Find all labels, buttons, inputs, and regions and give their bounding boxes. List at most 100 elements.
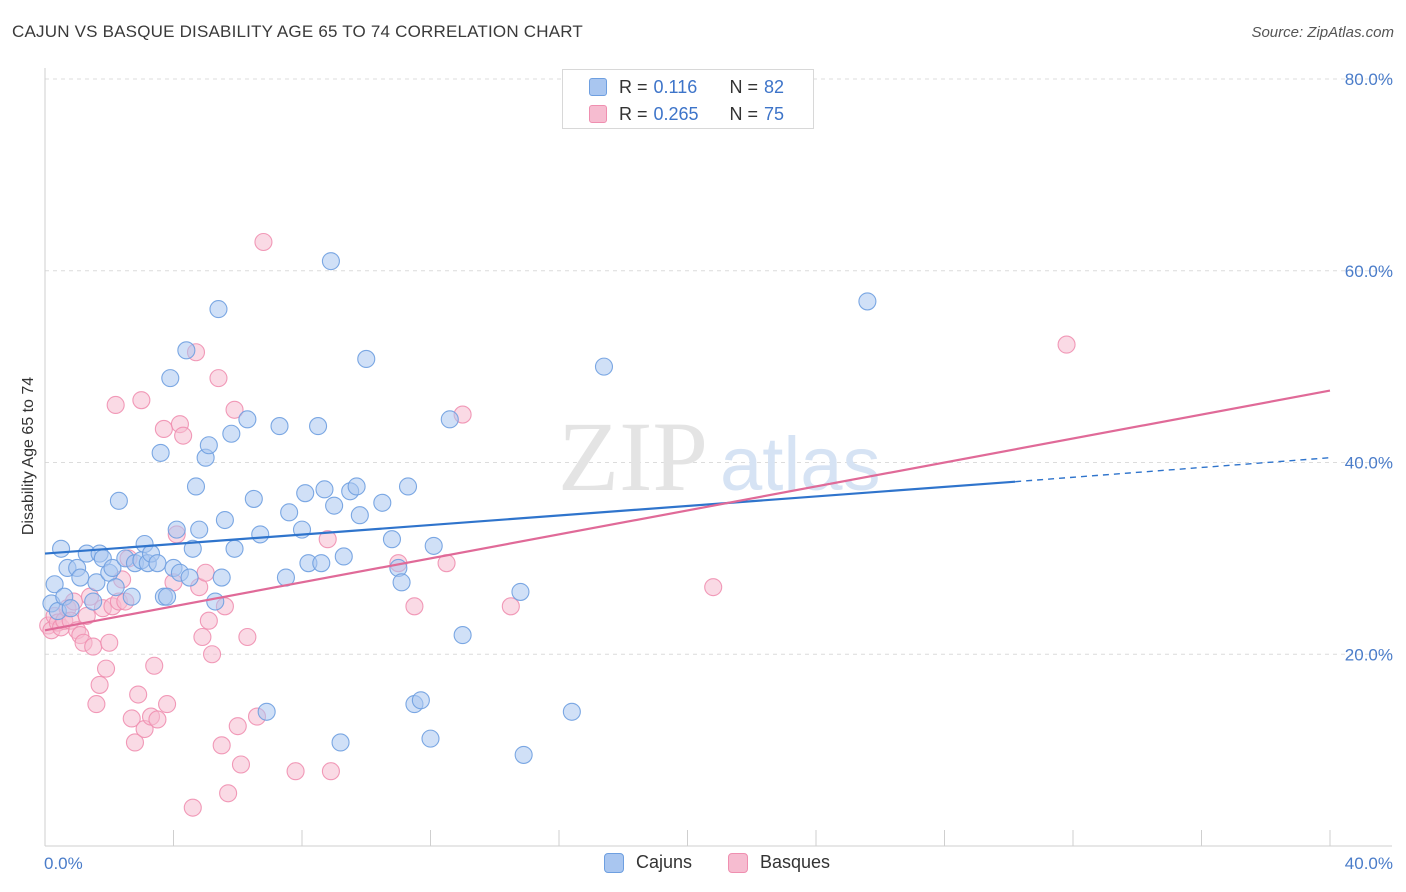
cajun-point[interactable] xyxy=(257,702,276,721)
y-tick-label: 40.0% xyxy=(1345,454,1393,473)
cajun-point[interactable] xyxy=(325,496,344,515)
basque-point[interactable] xyxy=(321,762,340,781)
cajun-point[interactable] xyxy=(183,539,202,558)
cajun-point[interactable] xyxy=(411,691,430,710)
basque-point[interactable] xyxy=(193,627,212,647)
cajun-point[interactable] xyxy=(382,530,402,549)
cajun-point[interactable] xyxy=(148,554,167,573)
cajun-point[interactable] xyxy=(315,480,334,499)
basque-point[interactable] xyxy=(203,645,222,664)
cajun-point[interactable] xyxy=(158,587,177,606)
basque-point[interactable] xyxy=(174,426,193,445)
basque-point[interactable] xyxy=(228,717,247,736)
basque-swatch xyxy=(589,105,607,123)
cajun-point[interactable] xyxy=(251,525,270,544)
cajun-point[interactable] xyxy=(87,573,106,592)
basque-point[interactable] xyxy=(219,784,238,803)
basque-point[interactable] xyxy=(199,611,218,630)
cajun-point[interactable] xyxy=(514,745,533,764)
basque-point[interactable] xyxy=(196,563,215,582)
basque-point[interactable] xyxy=(225,400,244,419)
basque-point[interactable] xyxy=(87,695,106,714)
cajun-point[interactable] xyxy=(122,587,141,606)
cajun-point[interactable] xyxy=(392,573,411,592)
cajun-point[interactable] xyxy=(270,417,289,436)
cajun-point[interactable] xyxy=(440,410,459,429)
cajun-point[interactable] xyxy=(421,729,440,748)
basque-point[interactable] xyxy=(209,369,228,388)
cajun-point[interactable] xyxy=(511,582,530,601)
cajun-point[interactable] xyxy=(190,520,209,539)
cajun-point[interactable] xyxy=(280,503,299,522)
basque-point[interactable] xyxy=(1057,335,1076,354)
cajun-point[interactable] xyxy=(347,477,366,496)
cajun-point[interactable] xyxy=(106,578,125,597)
basque-point[interactable] xyxy=(125,733,144,752)
cajun-point[interactable] xyxy=(161,369,180,388)
basque-point[interactable] xyxy=(158,695,177,714)
cajun-point[interactable] xyxy=(562,702,581,721)
basque-point[interactable] xyxy=(405,597,424,616)
cajun-point[interactable] xyxy=(312,554,331,573)
cajun-point[interactable] xyxy=(180,568,199,587)
basque-point[interactable] xyxy=(501,597,520,616)
basque-point[interactable] xyxy=(318,530,337,549)
basque-point[interactable] xyxy=(238,627,257,647)
basque-point[interactable] xyxy=(129,685,148,704)
cajun-point[interactable] xyxy=(206,592,225,611)
basque-point[interactable] xyxy=(231,755,251,774)
cajun-point[interactable] xyxy=(453,626,472,645)
cajun-point[interactable] xyxy=(177,341,196,360)
cajun-point[interactable] xyxy=(373,493,392,512)
legend-item-basques[interactable]: Basques xyxy=(728,852,830,873)
legend-item-cajuns[interactable]: Cajuns xyxy=(604,852,692,873)
basque-point[interactable] xyxy=(154,419,173,438)
cajun-point[interactable] xyxy=(244,489,263,508)
cajun-point[interactable] xyxy=(109,491,128,510)
cajun-point[interactable] xyxy=(321,252,340,271)
cajun-point[interactable] xyxy=(199,436,218,455)
cajun-point[interactable] xyxy=(331,733,350,752)
cajun-point[interactable] xyxy=(296,484,315,503)
legend-row-basques: R = 0.265 N = 75 xyxy=(589,102,784,126)
cajun-point[interactable] xyxy=(222,424,241,443)
basque-point[interactable] xyxy=(122,709,141,728)
cajun-point[interactable] xyxy=(357,349,376,369)
basque-point[interactable] xyxy=(145,656,164,675)
cajun-point[interactable] xyxy=(167,520,186,539)
basque-point[interactable] xyxy=(96,659,116,678)
cajun-point[interactable] xyxy=(858,292,877,311)
basque-point[interactable] xyxy=(100,633,119,652)
correlation-legend: R = 0.116 N = 82 R = 0.265 N = 75 xyxy=(562,69,814,129)
cajun-point[interactable] xyxy=(212,568,231,587)
cajun-point[interactable] xyxy=(424,536,443,555)
cajun-point[interactable] xyxy=(309,417,328,436)
basque-point[interactable] xyxy=(704,578,723,597)
cajun-point[interactable] xyxy=(52,539,71,558)
basque-point[interactable] xyxy=(254,232,273,252)
cajun-point[interactable] xyxy=(151,443,170,462)
cajun-point[interactable] xyxy=(71,568,90,587)
cajun-point[interactable] xyxy=(398,477,418,496)
axes xyxy=(44,68,1392,847)
cajun-point[interactable] xyxy=(238,410,257,429)
cajun-point[interactable] xyxy=(84,592,103,611)
cajun-point[interactable] xyxy=(334,547,353,566)
basque-point[interactable] xyxy=(286,762,305,781)
basque-point[interactable] xyxy=(90,675,109,694)
cajun-point[interactable] xyxy=(209,300,228,319)
basque-point[interactable] xyxy=(212,736,231,755)
cajun-point[interactable] xyxy=(103,558,122,578)
basque-point[interactable] xyxy=(183,798,202,817)
basque-point[interactable] xyxy=(106,395,125,415)
cajun-point[interactable] xyxy=(350,506,369,525)
cajun-point[interactable] xyxy=(225,539,244,558)
cajun-point[interactable] xyxy=(61,599,80,618)
cajun-point[interactable] xyxy=(186,477,206,496)
cajun-point[interactable] xyxy=(215,510,234,530)
basque-point[interactable] xyxy=(132,391,151,410)
cajun-point[interactable] xyxy=(45,575,64,594)
basque-point[interactable] xyxy=(148,710,167,729)
cajun-point[interactable] xyxy=(594,357,614,376)
basque-point[interactable] xyxy=(84,637,103,656)
